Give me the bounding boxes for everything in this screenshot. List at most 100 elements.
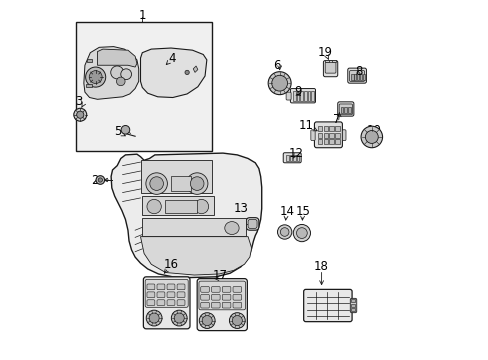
FancyBboxPatch shape <box>337 102 353 116</box>
Text: 2: 2 <box>91 174 98 187</box>
Text: 3: 3 <box>75 95 82 108</box>
FancyBboxPatch shape <box>323 60 337 77</box>
FancyBboxPatch shape <box>201 302 209 308</box>
FancyBboxPatch shape <box>342 130 346 140</box>
Circle shape <box>360 126 382 148</box>
Circle shape <box>149 313 159 323</box>
Circle shape <box>85 67 105 87</box>
Text: 12: 12 <box>288 147 304 159</box>
Bar <box>86 59 92 62</box>
Text: 14: 14 <box>280 205 294 218</box>
FancyBboxPatch shape <box>201 294 209 300</box>
FancyBboxPatch shape <box>233 294 241 300</box>
FancyBboxPatch shape <box>211 294 220 300</box>
Circle shape <box>277 225 291 239</box>
FancyBboxPatch shape <box>147 300 155 306</box>
Text: 16: 16 <box>163 258 178 271</box>
Bar <box>317 139 322 144</box>
Bar <box>329 126 333 131</box>
Bar <box>289 155 292 161</box>
Polygon shape <box>83 46 139 99</box>
Bar <box>344 107 346 113</box>
Bar <box>323 126 327 131</box>
Ellipse shape <box>194 199 208 214</box>
FancyBboxPatch shape <box>290 89 315 103</box>
Ellipse shape <box>224 222 239 234</box>
Bar <box>351 304 354 307</box>
FancyBboxPatch shape <box>347 68 366 83</box>
FancyBboxPatch shape <box>211 302 220 308</box>
Polygon shape <box>140 48 206 98</box>
FancyBboxPatch shape <box>199 281 245 310</box>
Circle shape <box>232 316 242 325</box>
FancyBboxPatch shape <box>167 292 175 298</box>
FancyBboxPatch shape <box>157 292 164 298</box>
Text: 18: 18 <box>313 260 328 273</box>
Circle shape <box>296 228 306 238</box>
Text: 9: 9 <box>293 85 301 98</box>
Circle shape <box>174 313 184 323</box>
Bar <box>76 22 212 151</box>
FancyBboxPatch shape <box>222 287 230 292</box>
Bar <box>310 91 313 101</box>
FancyBboxPatch shape <box>285 92 290 100</box>
FancyBboxPatch shape <box>177 292 184 298</box>
Bar <box>285 155 288 161</box>
Bar <box>323 133 327 138</box>
Circle shape <box>74 108 86 121</box>
Bar <box>335 126 339 131</box>
Ellipse shape <box>145 173 167 194</box>
Circle shape <box>96 176 104 184</box>
Circle shape <box>171 310 187 326</box>
Bar <box>142 197 214 215</box>
Circle shape <box>121 126 129 134</box>
FancyBboxPatch shape <box>201 287 209 292</box>
Polygon shape <box>193 66 198 72</box>
Text: 1: 1 <box>138 9 146 22</box>
Bar <box>171 176 190 192</box>
Ellipse shape <box>186 173 207 194</box>
Bar <box>86 84 92 87</box>
Circle shape <box>271 75 287 91</box>
Circle shape <box>116 77 125 86</box>
FancyBboxPatch shape <box>325 62 335 73</box>
Polygon shape <box>97 49 137 67</box>
Circle shape <box>280 228 288 236</box>
FancyBboxPatch shape <box>147 292 155 298</box>
FancyBboxPatch shape <box>147 284 155 290</box>
Text: 7: 7 <box>332 113 340 126</box>
Text: 13: 13 <box>233 202 248 215</box>
FancyBboxPatch shape <box>246 218 258 230</box>
Ellipse shape <box>149 177 163 190</box>
Bar <box>307 91 309 101</box>
FancyBboxPatch shape <box>211 287 220 292</box>
Bar <box>140 160 212 193</box>
Circle shape <box>98 178 102 182</box>
Bar <box>359 74 362 80</box>
Text: 4: 4 <box>168 51 176 64</box>
Bar <box>293 91 295 101</box>
Bar <box>304 91 306 101</box>
Circle shape <box>121 69 131 80</box>
Circle shape <box>365 131 378 143</box>
FancyBboxPatch shape <box>310 130 314 140</box>
FancyBboxPatch shape <box>233 302 241 308</box>
FancyBboxPatch shape <box>222 294 230 300</box>
Circle shape <box>184 70 189 75</box>
Text: 8: 8 <box>355 65 362 78</box>
FancyBboxPatch shape <box>157 284 164 290</box>
Bar <box>296 91 299 101</box>
FancyBboxPatch shape <box>339 104 352 115</box>
Text: 5: 5 <box>114 125 122 138</box>
FancyBboxPatch shape <box>247 220 257 228</box>
FancyBboxPatch shape <box>303 289 351 321</box>
Bar <box>362 74 364 80</box>
FancyBboxPatch shape <box>145 279 188 307</box>
Text: 19: 19 <box>317 46 332 59</box>
Bar <box>351 300 354 302</box>
Bar <box>317 133 322 138</box>
Text: 11: 11 <box>299 119 313 132</box>
Text: 15: 15 <box>295 205 310 218</box>
Circle shape <box>77 111 83 118</box>
Polygon shape <box>140 237 251 275</box>
